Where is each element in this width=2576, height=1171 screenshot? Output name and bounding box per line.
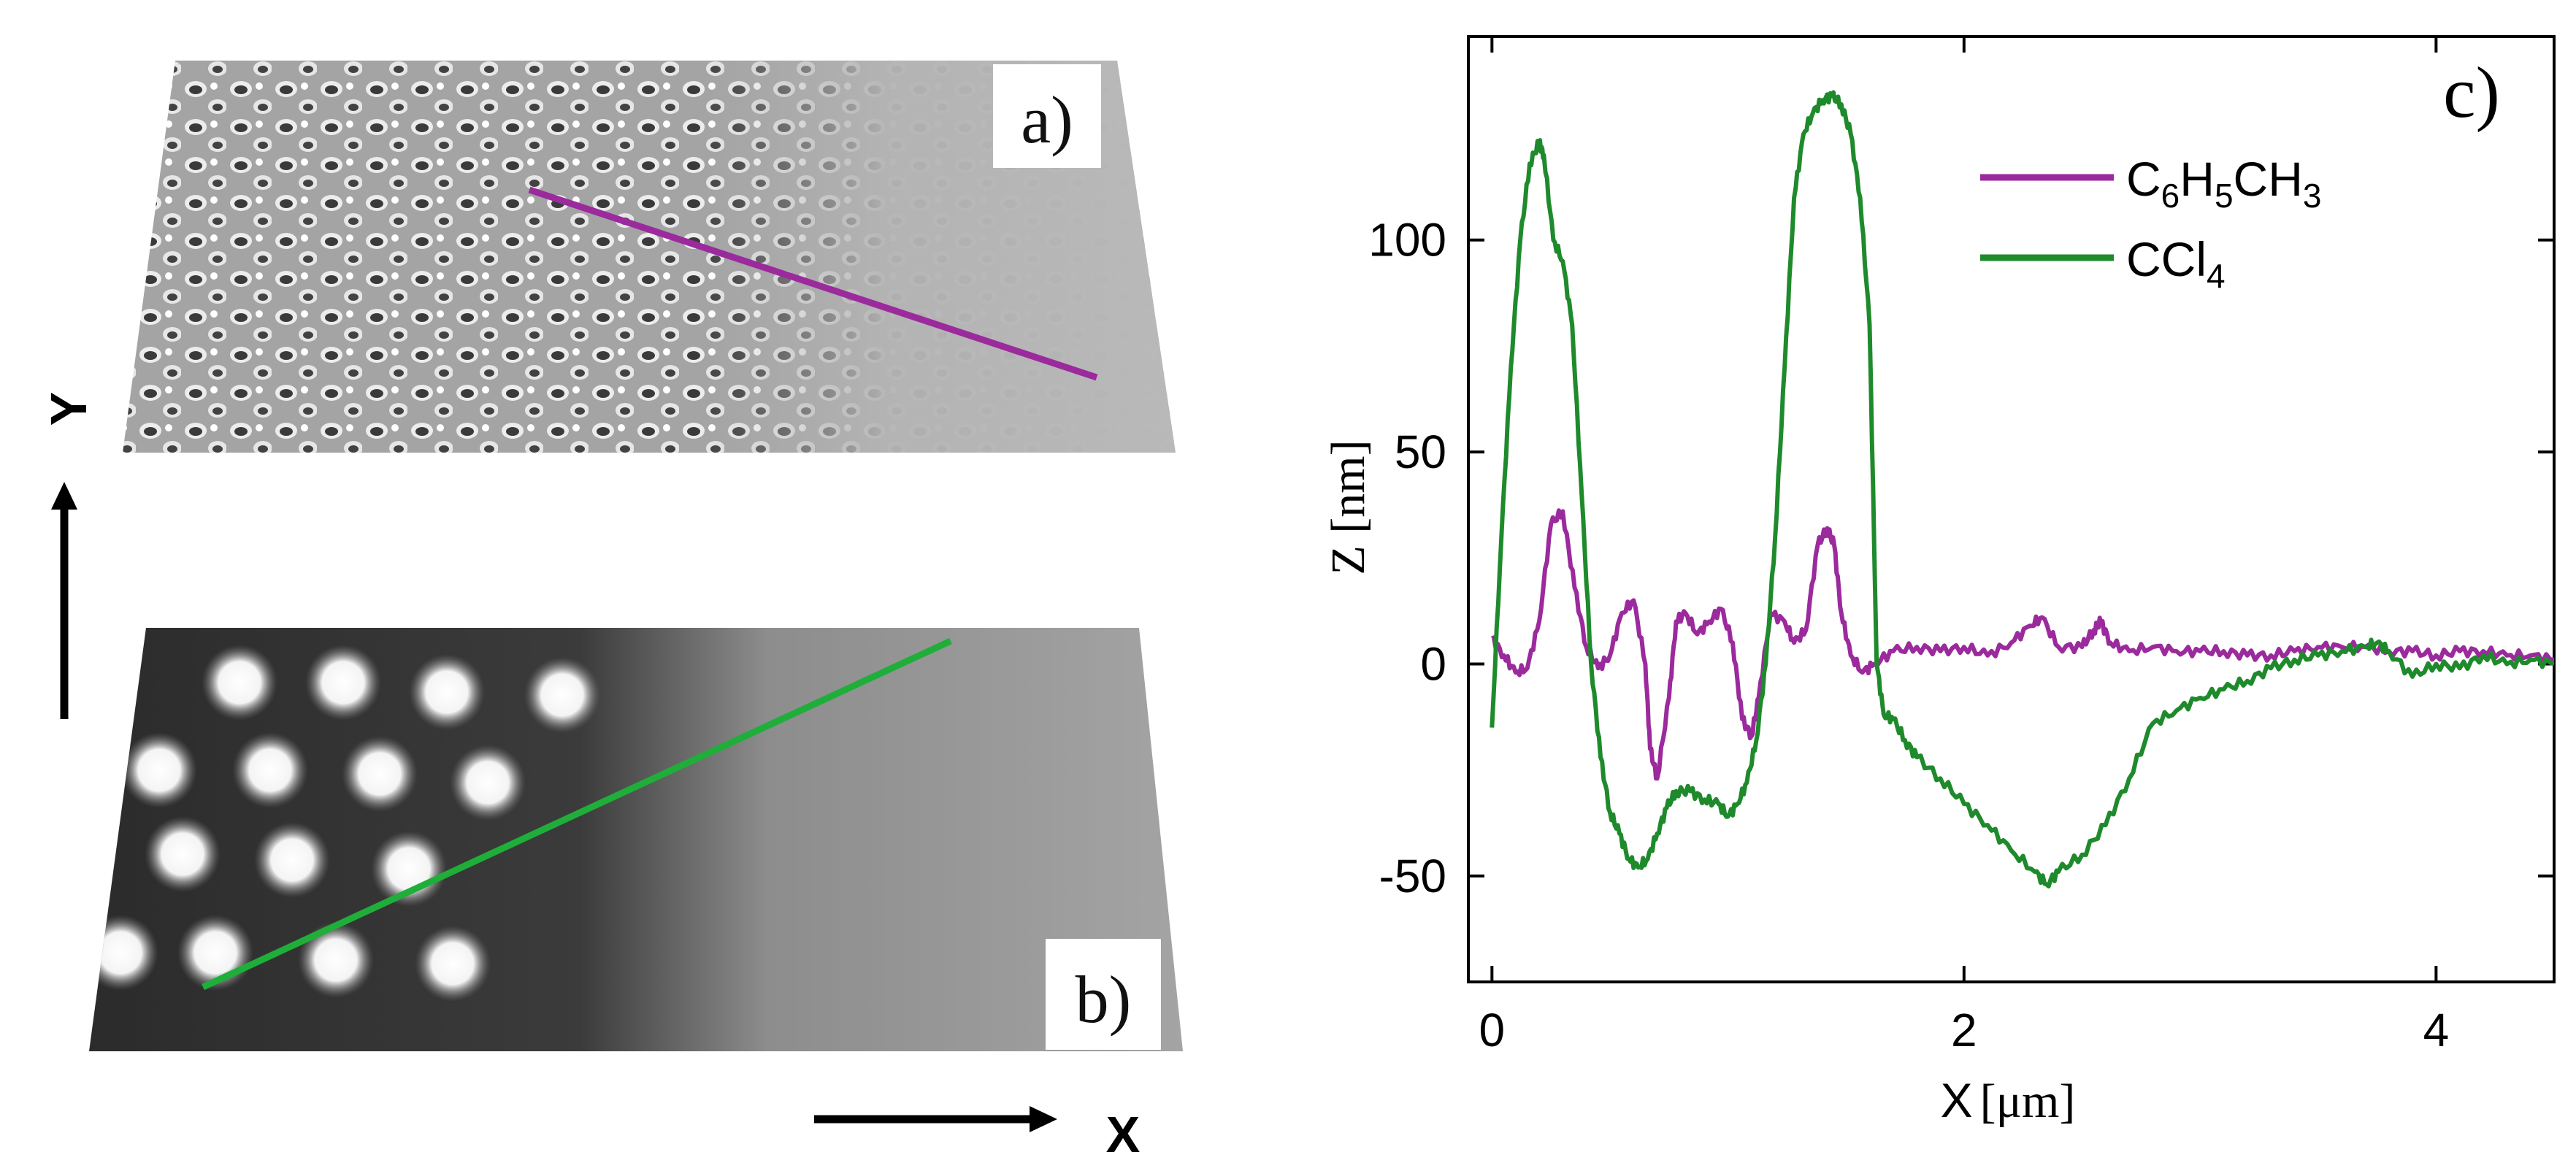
y-tick-label-1: 0 (1420, 637, 1446, 690)
panel-c-label: c) (2443, 52, 2500, 133)
legend-label-ccl4: CCl4 (2126, 232, 2226, 295)
x-tick-label-1: 2 (1951, 1004, 1977, 1056)
x-axis-title-main: X (1941, 1073, 1973, 1127)
series-line-toluene (1490, 508, 2554, 781)
y-tick-label-2: 50 (1395, 426, 1446, 478)
legend-label-toluene: C6H5CH3 (2126, 152, 2321, 215)
panel-b-label: b) (1076, 962, 1132, 1037)
profile-chart: 0 2 4 -50 0 50 100 c) Z [nm] X [μm] C6H5CH3 CCl… (1322, 35, 2556, 1128)
x-tick-label-0: 0 (1479, 1004, 1506, 1056)
profile-line-ccl4 (202, 637, 952, 991)
legend: C6H5CH3 CCl4 (1980, 152, 2321, 295)
plot-frame (1467, 35, 2556, 983)
y-axis-title: Z [nm] (1322, 439, 1375, 575)
x-tick-label-2: 4 (2423, 1004, 2450, 1056)
x-axis-label: X (1106, 1106, 1141, 1163)
y-tick-label-0: -50 (1379, 850, 1447, 902)
x-direction-arrow (814, 1106, 1057, 1132)
panel-a-label: a) (1021, 82, 1073, 157)
x-axis-title-unit: [μm] (1980, 1075, 2076, 1128)
profile-line-toluene (528, 186, 1098, 381)
afm-image-panel-b: b) (89, 628, 1183, 1051)
afm-image-panel-a: a) (123, 61, 1176, 453)
y-direction-arrow (51, 482, 77, 719)
y-tick-label-3: 100 (1368, 214, 1446, 266)
y-axis-label: Y (40, 392, 97, 426)
series-line-ccl4 (1490, 90, 2554, 888)
x-axis-title: X [μm] (1941, 1073, 2076, 1128)
